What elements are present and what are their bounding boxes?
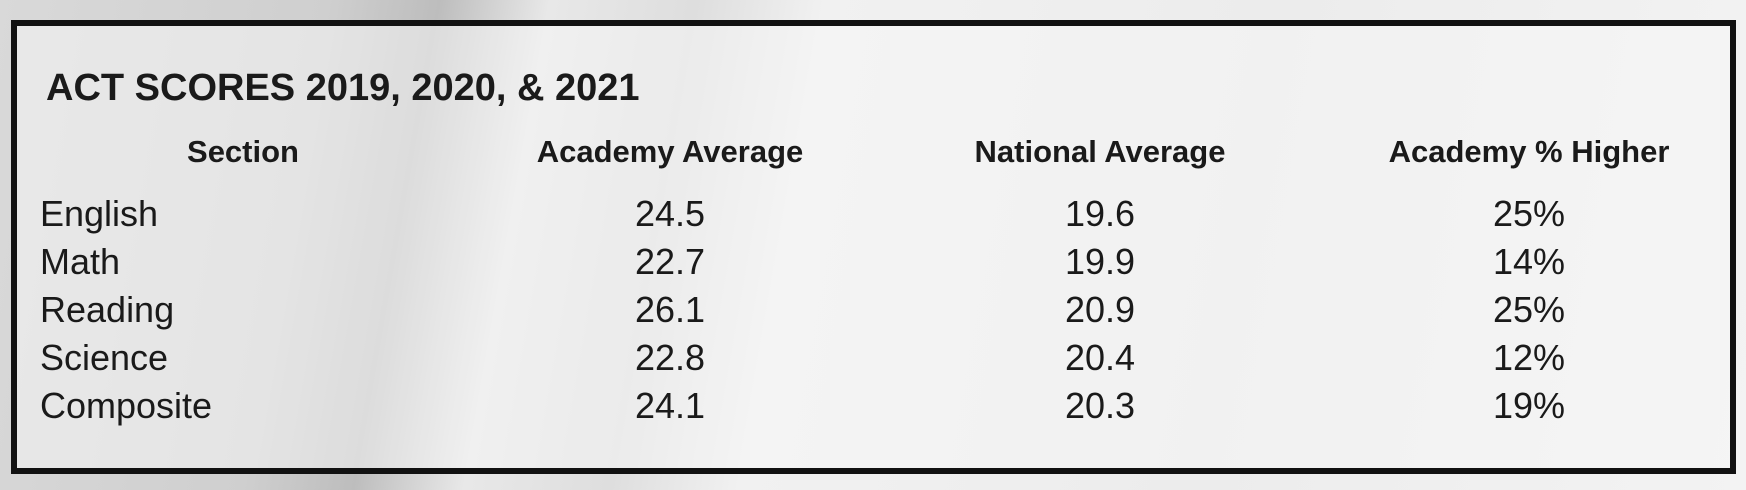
row-label: Reading [40,289,175,330]
cell: 20.4 [1064,337,1136,378]
row-label: Math [40,241,121,282]
column-header: Academy Average [536,134,804,169]
cell: 25% [1492,193,1566,234]
cell: 20.9 [1064,289,1136,330]
cell: 12% [1492,337,1566,378]
cell: 24.5 [634,193,706,234]
table-frame: ACT SCORES 2019, 2020, & 2021 Section Aca… [11,20,1736,474]
cell: 26.1 [634,289,706,330]
cell: 22.8 [634,337,706,378]
row-label: Science [40,337,169,378]
cell: 24.1 [634,385,706,426]
column-header: Academy % Higher [1388,134,1670,169]
row-label: Composite [40,385,213,426]
cell: 19.9 [1064,241,1136,282]
row-label: English [40,193,159,234]
table-title: ACT SCORES 2019, 2020, & 2021 [46,67,640,109]
cell: 14% [1492,241,1566,282]
cell: 22.7 [634,241,706,282]
column-header: National Average [974,134,1226,169]
cell: 19% [1492,385,1566,426]
cell: 19.6 [1064,193,1136,234]
cell: 20.3 [1064,385,1136,426]
column-header: Section [187,134,299,169]
cell: 25% [1492,289,1566,330]
